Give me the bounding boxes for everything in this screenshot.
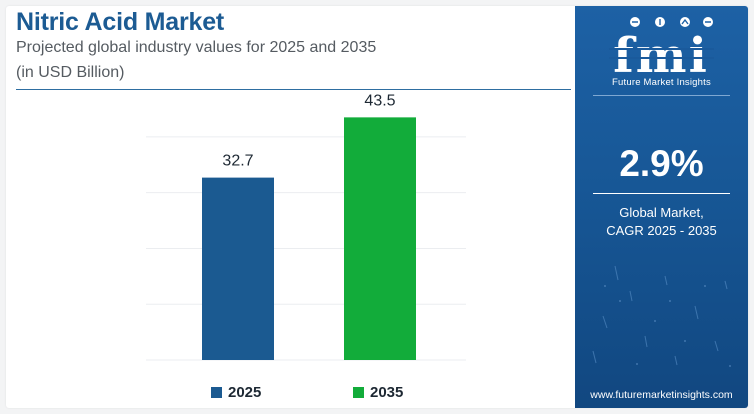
legend-item-2025: 2025 — [211, 382, 261, 402]
legend-label-2025: 2025 — [228, 383, 262, 401]
brand-tagline: Future Market Insights — [612, 77, 711, 88]
cagr-label-line1: Global Market, — [619, 205, 704, 220]
data-label-2035: 43.5 — [364, 92, 395, 109]
infographic-card: Nitric Acid Market Projected global indu… — [6, 6, 748, 408]
logo-divider — [593, 95, 730, 96]
chart-panel: Nitric Acid Market Projected global indu… — [6, 6, 575, 408]
legend-item-2035: 2035 — [353, 382, 403, 402]
cagr-label-line2: CAGR 2025 - 2035 — [606, 223, 717, 238]
website-link[interactable]: www.futuremarketinsights.com — [590, 389, 733, 401]
legend-label-2035: 2035 — [370, 383, 404, 401]
cagr-value: 2.9% — [619, 143, 704, 184]
cagr-rule — [593, 193, 730, 194]
chart-unit-note: (in USD Billion) — [16, 64, 125, 81]
chart-subtitle: Projected global industry values for 202… — [16, 39, 377, 56]
bar-chart: 32.7 43.5 — [146, 92, 466, 361]
legend-swatch-2035 — [353, 386, 364, 398]
bar-2025 — [202, 177, 274, 360]
chart-title: Nitric Acid Market — [16, 8, 225, 36]
header-divider — [16, 89, 571, 90]
data-label-2025: 32.7 — [222, 153, 253, 170]
legend-swatch-2025 — [211, 386, 222, 398]
svg-text:fmi: fmi — [613, 28, 709, 84]
decorative-pattern — [592, 265, 731, 367]
summary-panel: fmi Future Market Insights 2.9% Global M… — [575, 6, 748, 408]
fmi-logo: fmi — [609, 17, 714, 84]
bar-2035 — [344, 117, 416, 360]
